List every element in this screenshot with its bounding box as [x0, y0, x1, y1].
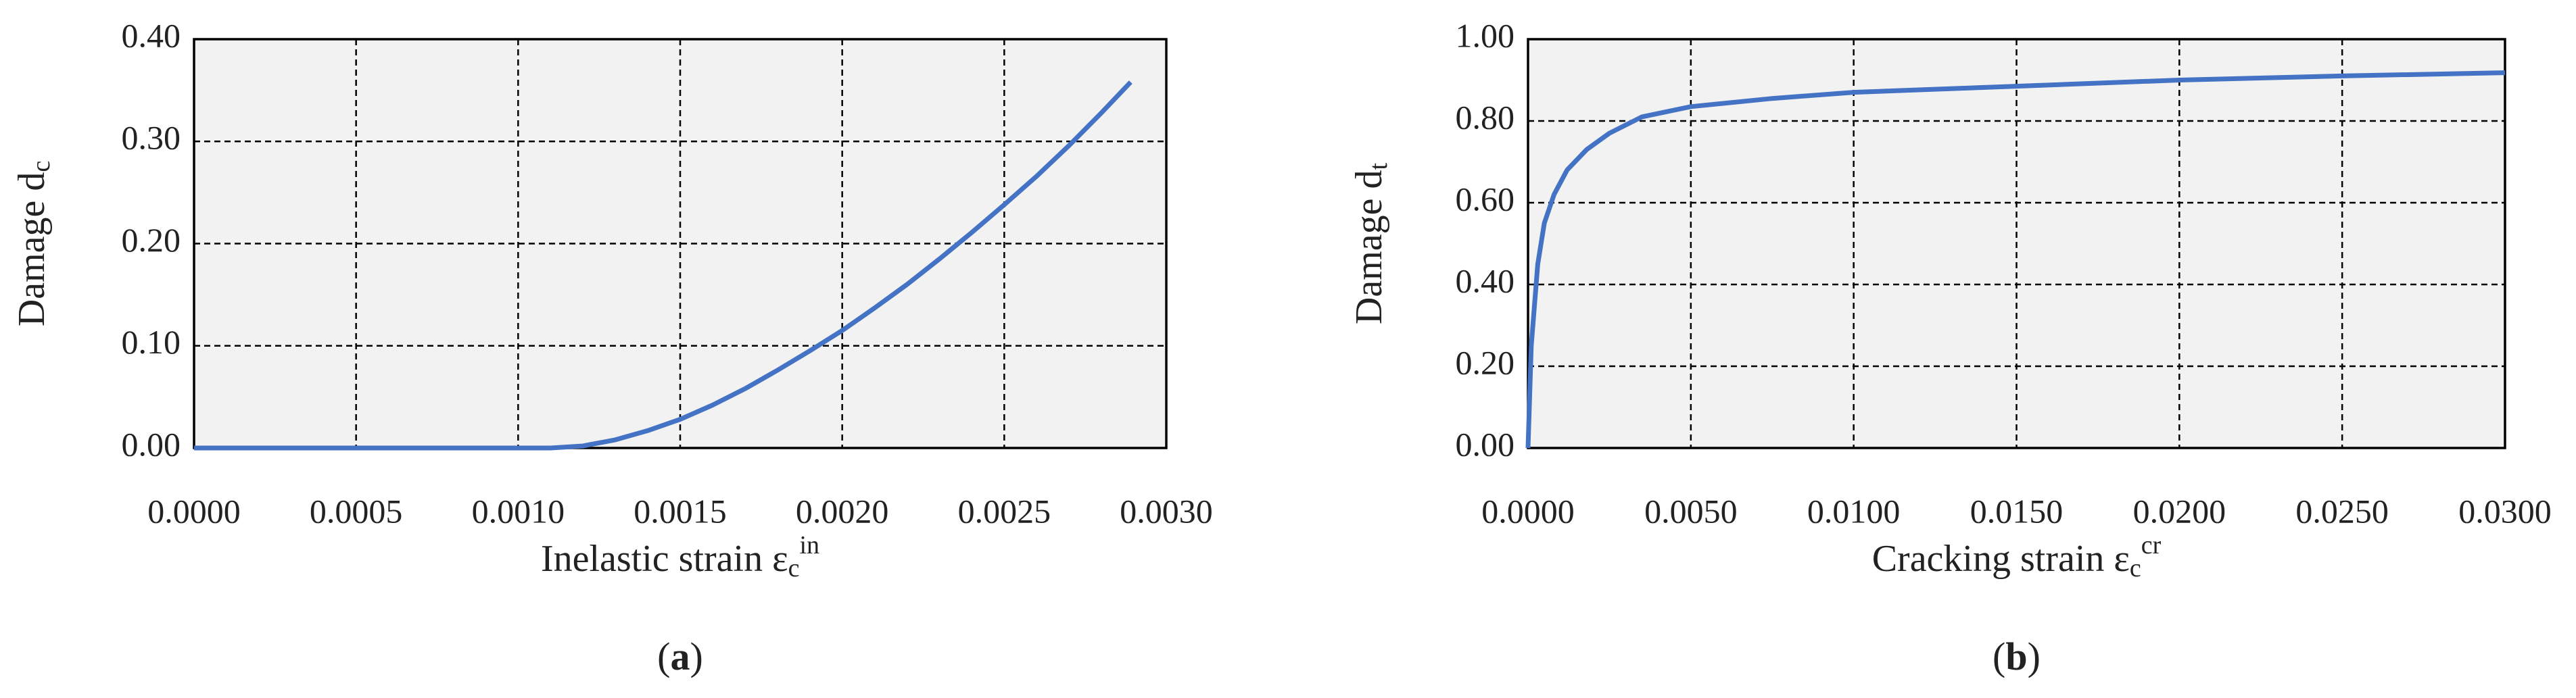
x-tick-label: 0.0000 — [147, 492, 241, 530]
x-axis-label-sub: c — [2130, 554, 2141, 582]
plot-border — [1527, 38, 2506, 449]
y-axis-label-main: Damage d — [11, 172, 53, 327]
panel-letter: b — [2005, 634, 2027, 678]
y-tick-label: 0.60 — [1456, 180, 1515, 218]
x-tick-label: 0.0150 — [1970, 492, 2064, 530]
panel-paren: ( — [1993, 634, 2005, 678]
x-tick-label: 0.0030 — [1120, 492, 1213, 530]
y-tick-label: 0.10 — [122, 323, 181, 361]
y-tick-label: 0.40 — [1456, 261, 1515, 299]
y-tick-label: 0.30 — [122, 119, 181, 157]
y-axis-label-sub: c — [27, 161, 55, 172]
x-axis-label-sub: c — [788, 554, 800, 582]
y-tick-label: 0.00 — [122, 425, 181, 463]
x-axis-label: Inelastic strain εcin — [541, 531, 819, 582]
panel-label: (b) — [1993, 634, 2041, 678]
x-axis-label-sup: in — [799, 531, 819, 559]
data-line — [194, 80, 1132, 451]
y-axis-label: Damage dt — [1348, 162, 1393, 324]
y-axis-label-main: Damage d — [1348, 170, 1390, 324]
y-axis-label: Damage dc — [11, 161, 55, 326]
x-tick-label: 0.0025 — [958, 492, 1051, 530]
x-tick-label: 0.0020 — [796, 492, 889, 530]
panel-paren: ( — [657, 634, 670, 678]
x-tick-label: 0.0200 — [2133, 492, 2226, 530]
x-tick-label: 0.0005 — [310, 492, 403, 530]
x-tick-label: 0.0015 — [634, 492, 727, 530]
y-tick-label: 0.40 — [122, 16, 181, 54]
x-tick-label: 0.0250 — [2295, 492, 2389, 530]
y-tick-label: 0.20 — [122, 221, 181, 259]
data-line — [1525, 70, 2506, 449]
x-axis-label-sup: cr — [2141, 531, 2162, 559]
plot-border — [193, 38, 1168, 449]
x-tick-label: 0.0050 — [1644, 492, 1738, 530]
y-tick-label: 1.00 — [1456, 16, 1515, 54]
panel-paren: ) — [690, 634, 703, 678]
panel-paren: ) — [2028, 634, 2041, 678]
x-axis-label: Cracking strain εccr — [1872, 531, 2162, 582]
x-axis-label-main: Cracking strain ε — [1872, 538, 2130, 580]
x-axis-label-main: Inelastic strain ε — [541, 538, 788, 580]
x-tick-label: 0.0010 — [472, 492, 565, 530]
panel-label: (a) — [657, 634, 703, 678]
y-tick-label: 0.80 — [1456, 98, 1515, 136]
x-tick-label: 0.0300 — [2458, 492, 2552, 530]
x-tick-label: 0.0000 — [1481, 492, 1575, 530]
x-tick-label: 0.0100 — [1807, 492, 1901, 530]
panel-letter: a — [671, 634, 690, 678]
y-tick-label: 0.20 — [1456, 343, 1515, 381]
y-axis-label-sub: t — [1364, 162, 1393, 170]
y-tick-label: 0.00 — [1456, 425, 1515, 463]
